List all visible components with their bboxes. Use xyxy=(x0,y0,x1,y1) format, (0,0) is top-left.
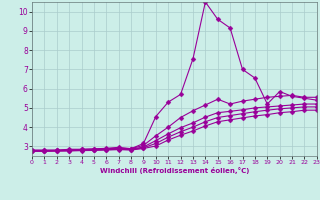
X-axis label: Windchill (Refroidissement éolien,°C): Windchill (Refroidissement éolien,°C) xyxy=(100,167,249,174)
